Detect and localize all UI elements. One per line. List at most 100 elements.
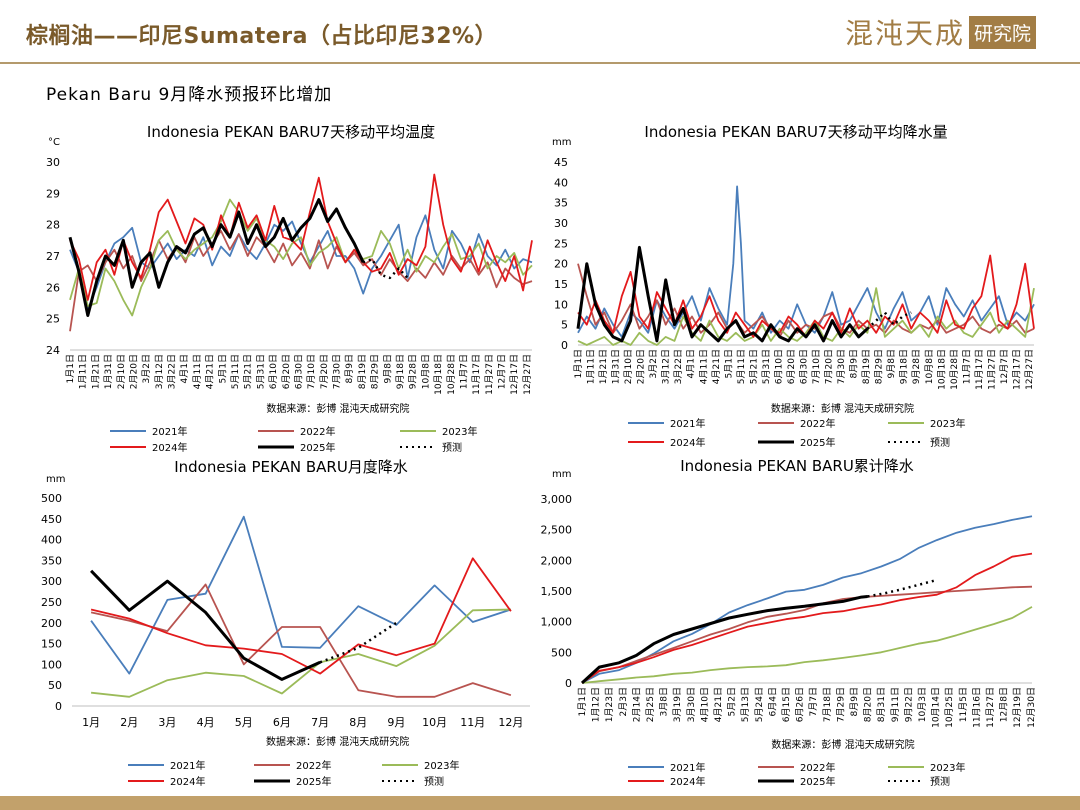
x-tick-label: 6月30日	[798, 349, 809, 384]
series-line-2021年	[90, 515, 512, 675]
daily-rainfall-chart: Indonesia PEKAN BARU7天移动平均降水量mm051015202…	[552, 123, 1035, 449]
x-tick-label: 8月29日	[370, 354, 381, 389]
x-tick-label: 6月	[273, 716, 291, 729]
x-tick-label: 8月	[349, 716, 367, 729]
x-tick-label: 5月31日	[761, 349, 772, 384]
series-line-2023年	[91, 608, 511, 698]
x-tick-label: 1月21日	[90, 354, 101, 389]
x-tick-label: 5月1日	[217, 354, 228, 383]
x-tick-label: 12月19日	[1012, 687, 1023, 728]
temperature-chart: Indonesia PEKAN BARU7天移动平均温度 °C 24 25 26 27 28…	[46, 123, 533, 454]
legend-label: 2024年	[152, 441, 187, 454]
source-note: 数据来源：彭博 混沌天成研究院	[771, 402, 914, 415]
source-note: 数据来源：彭博 混沌天成研究院	[266, 402, 409, 415]
y-tick-label: 10	[554, 298, 568, 311]
x-tick-label: 9月28日	[408, 354, 419, 389]
legend-label: 2025年	[800, 436, 835, 449]
x-tick-label: 8月31日	[876, 687, 887, 722]
x-tick-label: 5月13日	[740, 687, 751, 722]
legend-label: 2021年	[152, 425, 187, 438]
series-line-2021年	[577, 185, 1035, 338]
x-tick-label: 6月10日	[268, 354, 279, 389]
chart-title: Indonesia PEKAN BARU7天移动平均降水量	[644, 123, 947, 141]
legend-label: 2022年	[800, 417, 835, 430]
x-tick-label: 4月21日	[205, 354, 216, 389]
x-tick-label: 6月26日	[795, 687, 806, 722]
series-line-2023年	[581, 606, 1033, 684]
x-tick-label: 4月1日	[686, 349, 697, 378]
x-tick-label: 10月14日	[931, 687, 942, 728]
x-tick-label: 7月10日	[811, 349, 822, 384]
logo-box-text: 研究院	[969, 15, 1037, 49]
y-tick-label: 2,000	[541, 554, 573, 567]
x-tick-label: 4月1日	[179, 354, 190, 383]
y-tick-label: 40	[554, 176, 568, 189]
x-tick-label: 11月5日	[958, 687, 969, 722]
y-tick-label: 26	[46, 281, 60, 294]
x-tick-label: 9月8日	[886, 349, 897, 378]
x-tick-label: 1月12日	[591, 687, 602, 722]
x-tick-label: 7月30日	[836, 349, 847, 384]
x-tick-label: 2月14日	[631, 687, 642, 722]
series-line-预测	[866, 311, 912, 330]
source-note: 数据来源：彭博 混沌天成研究院	[266, 735, 409, 748]
series-line-2025年	[580, 595, 868, 685]
x-tick-label: 11月7日	[458, 354, 469, 389]
x-tick-label: 9月	[387, 716, 405, 729]
x-tick-label: 1月1日	[573, 349, 584, 378]
x-tick-label: 12月7日	[999, 349, 1010, 384]
x-tick-label: 8月9日	[849, 687, 860, 716]
x-tick-label: 8月19日	[357, 354, 368, 389]
x-tick-label: 6月15日	[781, 687, 792, 722]
x-tick-label: 2月20日	[128, 354, 139, 389]
y-tick-label: 500	[551, 646, 572, 659]
x-tick-label: 9月22日	[903, 687, 914, 722]
x-tick-label: 12月27日	[1024, 349, 1035, 390]
y-tick-label: 25	[554, 237, 568, 250]
x-tick-label: 3月2日	[648, 349, 659, 378]
x-tick-label: 11月	[460, 716, 485, 729]
x-tick-label: 11月27日	[985, 687, 996, 728]
x-tick-label: 9月18日	[899, 349, 910, 384]
legend-label: 预测	[930, 775, 950, 788]
y-tick-label: 200	[41, 617, 62, 630]
y-tick-label: 5	[561, 319, 568, 332]
x-tick-label: 10月25日	[944, 687, 955, 728]
chart-title: Indonesia PEKAN BARU月度降水	[174, 458, 408, 476]
x-tick-label: 8月19日	[861, 349, 872, 384]
x-tick-label: 2月10日	[623, 349, 634, 384]
y-tick-label: 28	[46, 219, 60, 232]
y-tick-label: 30	[554, 217, 568, 230]
x-tick-label: 5月	[235, 716, 253, 729]
x-tick-label: 11月16日	[971, 687, 982, 728]
y-axis-unit: mm	[552, 137, 571, 148]
x-tick-label: 6月20日	[786, 349, 797, 384]
y-tick-label: 100	[41, 658, 62, 671]
company-logo: 混沌天成 研究院	[845, 12, 1037, 52]
series-line-2022年	[69, 230, 533, 332]
footer-bar	[0, 796, 1080, 810]
x-tick-label: 9月11日	[890, 687, 901, 722]
x-tick-label: 5月31日	[255, 354, 266, 389]
y-tick-label: 29	[46, 187, 60, 200]
x-tick-label: 3月12日	[154, 354, 165, 389]
header-bar: 棕榈油——印尼Sumatera（占比印尼32%） 混沌天成 研究院	[0, 0, 1080, 66]
header-divider	[0, 62, 1080, 64]
x-tick-label: 10月8日	[924, 349, 935, 384]
x-tick-label: 1月31日	[103, 354, 114, 389]
x-tick-label: 7月18日	[822, 687, 833, 722]
legend-label: 2025年	[296, 775, 331, 788]
x-tick-label: 8月9日	[344, 354, 355, 383]
y-tick-label: 250	[41, 596, 62, 609]
x-tick-label: 10月	[422, 716, 447, 729]
x-tick-label: 1月11日	[586, 349, 597, 384]
slide-subtitle: Pekan Baru 9月降水预报环比增加	[46, 85, 333, 105]
x-tick-label: 3月12日	[661, 349, 672, 384]
x-tick-label: 1月11日	[78, 354, 89, 389]
series-line-2022年	[90, 583, 512, 698]
x-tick-label: 11月17日	[471, 354, 482, 395]
x-tick-label: 10月3日	[917, 687, 928, 722]
legend-label: 2023年	[930, 417, 965, 430]
y-axis-unit: mm	[46, 474, 65, 485]
x-tick-label: 6月10日	[773, 349, 784, 384]
